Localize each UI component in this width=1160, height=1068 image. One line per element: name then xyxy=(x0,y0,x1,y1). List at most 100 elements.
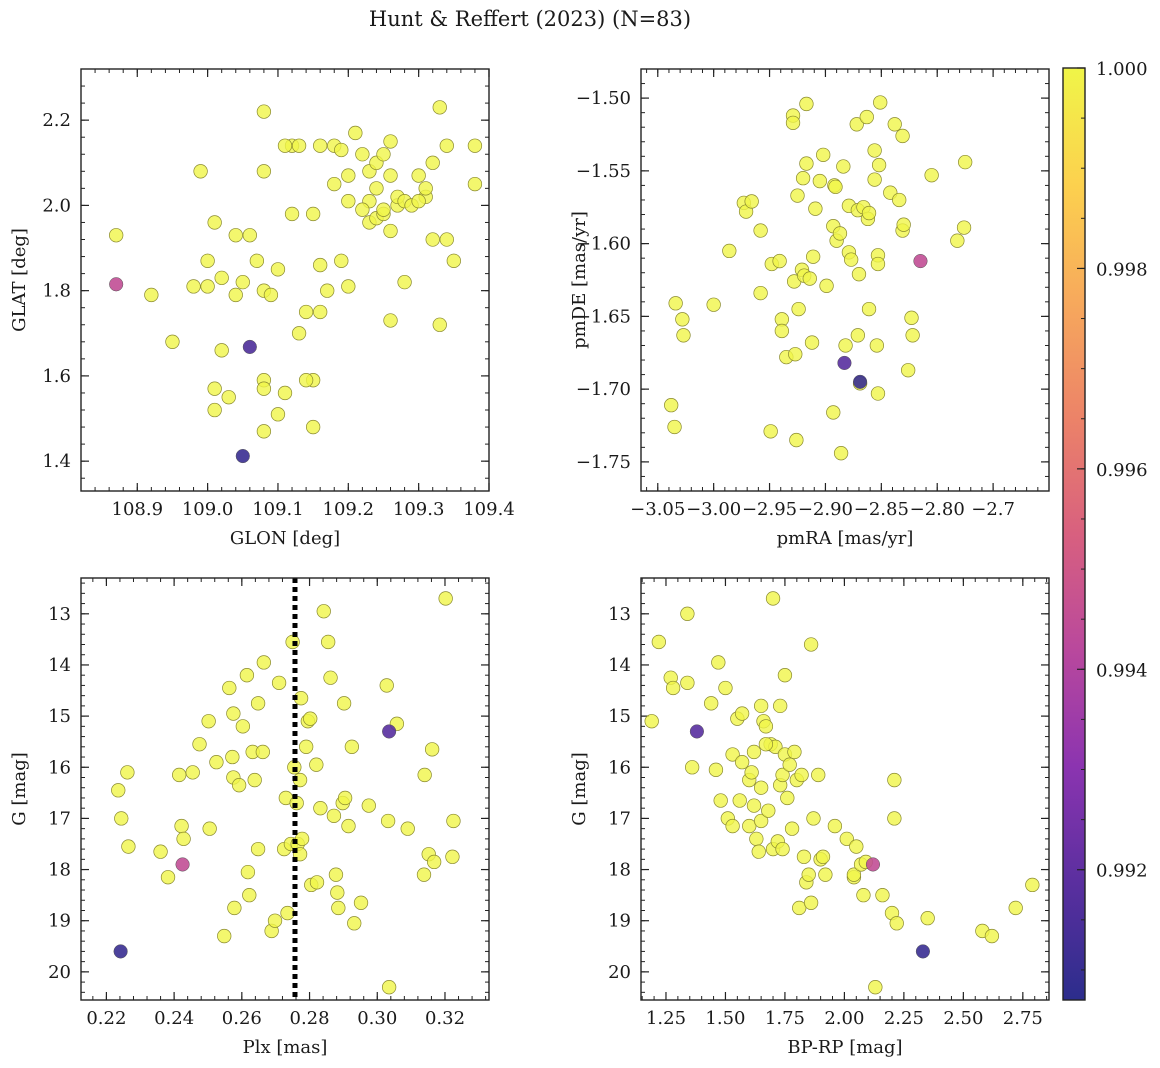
scatter-point xyxy=(400,821,415,836)
scatter-point xyxy=(439,232,454,247)
scatter-point xyxy=(305,206,321,222)
x-tick-label: 2.00 xyxy=(824,1008,864,1029)
scatter-point xyxy=(746,744,762,760)
scatter-point xyxy=(956,220,972,235)
y-tick-label: 14 xyxy=(48,655,71,676)
scatter-point xyxy=(284,206,300,222)
scatter-point xyxy=(383,313,398,328)
scatter-point xyxy=(725,818,740,834)
scatter-point xyxy=(303,711,318,726)
y-axis-label: G [mag] xyxy=(569,752,590,825)
scatter-point xyxy=(803,895,819,910)
scatter-point xyxy=(355,147,370,162)
scatter-point xyxy=(920,911,935,926)
scatter-point-highlight xyxy=(382,724,397,739)
scatter-point xyxy=(221,390,236,405)
scatter-point xyxy=(950,233,965,248)
scatter-point xyxy=(270,262,286,277)
scatter-point xyxy=(185,765,200,780)
scatter-point xyxy=(780,790,795,806)
scatter-point xyxy=(193,164,208,179)
colorbar-tick-label: 1.000 xyxy=(1096,59,1148,80)
scatter-point xyxy=(1025,877,1040,893)
scatter-point xyxy=(827,818,843,834)
colorbar: 0.992 0.994 0.996 0.998 1.000 xyxy=(1062,59,1148,1001)
scatter-point xyxy=(446,253,461,268)
scatter-point xyxy=(753,813,769,829)
scatter-point xyxy=(383,168,398,183)
y-tick-label: 13 xyxy=(48,604,71,625)
scatter-point xyxy=(664,397,679,413)
scatter-point xyxy=(680,675,695,691)
scatter-point xyxy=(784,821,800,836)
scatter-point xyxy=(256,655,271,670)
scatter-point xyxy=(417,767,432,783)
scatter-point xyxy=(799,156,814,171)
scatter-point xyxy=(711,655,726,670)
scatter-point xyxy=(425,232,440,247)
y-tick-label: 2.0 xyxy=(42,195,71,216)
scatter-point xyxy=(758,719,774,734)
scatter-point xyxy=(802,271,817,286)
scatter-point xyxy=(330,885,345,900)
scatter-point xyxy=(801,867,816,882)
scatter-point xyxy=(839,831,854,847)
y-tick-label: 1.4 xyxy=(42,451,71,472)
scatter-point xyxy=(256,164,272,179)
scatter-point xyxy=(228,287,243,303)
scatter-point xyxy=(644,714,659,729)
scatter-point xyxy=(111,783,126,798)
colorbar-tick-label: 0.992 xyxy=(1096,861,1148,882)
scatter-point xyxy=(323,670,338,685)
scatter-point xyxy=(901,363,916,378)
y-tick-label: 15 xyxy=(48,706,71,727)
scatter-point xyxy=(790,188,805,203)
scatter-point xyxy=(432,100,447,115)
scatter-point xyxy=(144,287,159,303)
y-tick-label: −1.70 xyxy=(576,379,631,400)
scatter-point xyxy=(772,253,787,269)
x-tick-label: 109.2 xyxy=(323,499,375,520)
scatter-point xyxy=(838,338,853,353)
scatter-point xyxy=(905,328,920,343)
scatter-point xyxy=(742,818,757,834)
scatter-point xyxy=(165,334,180,349)
scatter-point xyxy=(298,304,314,320)
x-tick-label: 109.3 xyxy=(393,499,445,520)
scatter-point xyxy=(887,117,902,132)
scatter-point xyxy=(247,772,262,788)
scatter-point xyxy=(121,839,136,854)
scatter-point xyxy=(250,841,266,857)
scatter-point xyxy=(873,95,888,110)
scatter-point xyxy=(214,343,229,358)
scatter-point xyxy=(326,808,342,824)
scatter-point xyxy=(299,739,314,754)
scatter-point xyxy=(861,301,877,317)
scatter-point xyxy=(734,706,750,721)
scatter-point xyxy=(818,867,833,882)
x-tick-label: 0.30 xyxy=(357,1008,397,1029)
scatter-point xyxy=(895,128,910,144)
scatter-point xyxy=(369,181,384,196)
scatter-point xyxy=(849,839,864,854)
scatter-point xyxy=(782,757,797,772)
scatter-point xyxy=(775,841,790,857)
scatter-point xyxy=(341,193,356,209)
scatter-point xyxy=(808,201,823,216)
scatter-point xyxy=(811,767,826,783)
scatter-point xyxy=(383,134,398,149)
scatter-point xyxy=(761,803,776,818)
scatter-point xyxy=(744,194,759,209)
x-tick-label: −2.7 xyxy=(971,499,1015,520)
scatter-point xyxy=(222,680,237,696)
scatter-point-highlight xyxy=(865,857,881,872)
scatter-point xyxy=(424,742,440,757)
scatter-point xyxy=(201,714,216,729)
scatter-point xyxy=(228,228,243,243)
scatter-point xyxy=(773,698,788,714)
scatter-point xyxy=(445,849,460,864)
scatter-point xyxy=(785,115,801,130)
axes-frame xyxy=(640,577,1050,1001)
y-axis-label: G [mag] xyxy=(9,752,30,825)
